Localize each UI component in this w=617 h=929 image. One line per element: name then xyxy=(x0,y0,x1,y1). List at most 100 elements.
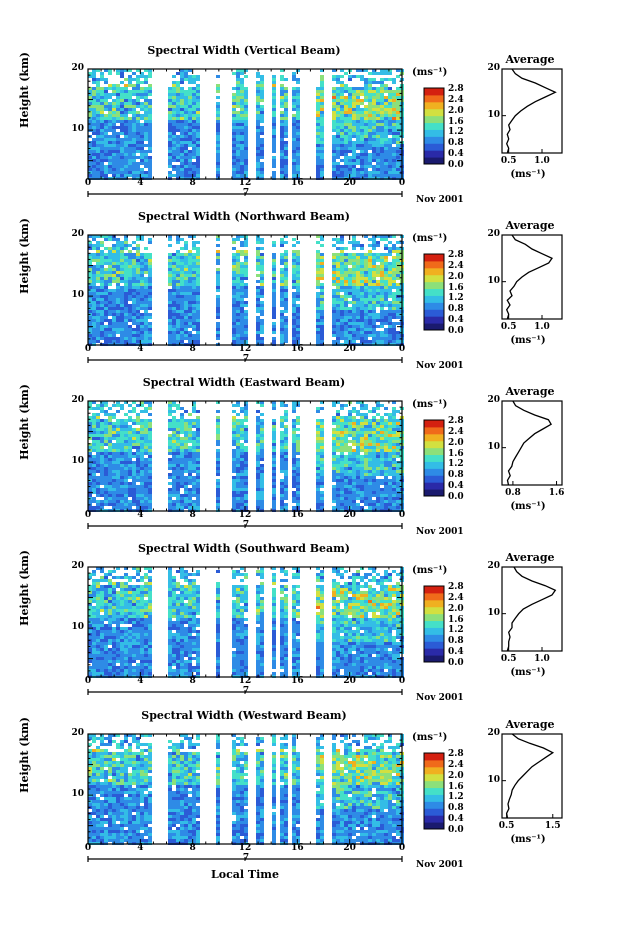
average-profile-line xyxy=(506,400,552,486)
colorbar-tick-label: 2.0 xyxy=(448,105,464,116)
colorbar-tick-label: 0.0 xyxy=(448,658,464,668)
y-axis-label: Height (km) xyxy=(18,218,31,294)
average-frame xyxy=(501,566,563,652)
average-profile-line xyxy=(506,566,557,652)
y-axis-label: Height (km) xyxy=(18,717,31,793)
x-tick-label: 8 xyxy=(189,843,196,853)
panel-title: Spectral Width (Vertical Beam) xyxy=(147,44,341,57)
panel-4: Spectral Width (Southward Beam) 20 10 Heigh… xyxy=(0,542,617,708)
x-tick-label: 16 xyxy=(291,676,304,686)
colorbar-tick-label: 2.4 xyxy=(448,759,464,770)
x-tick-label: 4 xyxy=(137,178,144,188)
colorbar-tick-label: 0.8 xyxy=(448,304,464,315)
x-tick-label: 20 xyxy=(343,178,356,188)
average-title: Average xyxy=(505,53,555,66)
x-tick-label: 16 xyxy=(291,843,304,853)
colorbar-tick-label: 1.6 xyxy=(448,282,464,293)
x-tick-label: 4 xyxy=(137,843,144,853)
colorbar-tick-label: 0.8 xyxy=(448,803,464,814)
average-frame xyxy=(501,234,563,320)
month-label: Nov 2001 xyxy=(416,361,464,371)
colorbar xyxy=(423,585,445,663)
average-x-tick-label: 1.0 xyxy=(534,322,550,332)
average-profile-line xyxy=(505,733,555,819)
colorbar-tick-label: 0.4 xyxy=(448,647,464,658)
colorbar-tick-label: 0.4 xyxy=(448,481,464,492)
average-x-tick-label: 0.5 xyxy=(498,821,515,831)
x-tick-label: 16 xyxy=(291,344,304,354)
y-tick-label: 10 xyxy=(71,456,84,467)
average-title: Average xyxy=(505,219,555,232)
average-x-tick-label: 0.5 xyxy=(500,156,517,166)
colorbar-tick-label: 2.8 xyxy=(448,749,464,759)
colorbar-tick-label: 0.0 xyxy=(448,160,464,170)
month-label: Nov 2001 xyxy=(416,195,464,205)
colorbar-tick-label: 2.4 xyxy=(448,426,464,437)
average-x-tick-label: 0.5 xyxy=(500,322,517,332)
average-y-tick-label: 10 xyxy=(487,109,500,120)
average-frame xyxy=(501,400,563,486)
average-profile-line xyxy=(505,234,553,320)
x-tick-label: 0 xyxy=(398,510,406,520)
colorbar-tick-label: 2.0 xyxy=(448,770,464,781)
average-x-tick-label: 1.5 xyxy=(544,821,561,831)
spectral-width-heatmap xyxy=(88,69,404,180)
average-x-tick-label: 0.8 xyxy=(505,488,521,498)
colorbar-tick-label: 0.8 xyxy=(448,138,464,149)
average-title: Average xyxy=(505,385,555,398)
month-label: Nov 2001 xyxy=(416,860,464,870)
y-axis-label: Height (km) xyxy=(18,52,31,128)
colorbar-tick-label: 0.8 xyxy=(448,636,464,647)
x-tick-label: 20 xyxy=(343,510,356,520)
colorbar-tick-label: 1.2 xyxy=(448,625,464,636)
y-tick-label: 10 xyxy=(71,622,84,633)
average-x-tick-label: 1.6 xyxy=(548,488,565,498)
panel-title: Spectral Width (Eastward Beam) xyxy=(142,376,346,389)
x-tick-label: 20 xyxy=(343,843,356,853)
average-y-tick-label: 20 xyxy=(487,229,500,239)
colorbar xyxy=(423,87,445,165)
x-tick-label: 0 xyxy=(398,676,406,686)
x-tick-label: 16 xyxy=(291,510,304,520)
colorbar-tick-label: 2.0 xyxy=(448,603,464,614)
colorbar xyxy=(423,419,445,497)
x-tick-label: 4 xyxy=(137,676,144,686)
x-tick-label: 0 xyxy=(84,510,92,520)
spectral-width-heatmap xyxy=(88,401,404,512)
average-unit: (ms⁻¹) xyxy=(510,335,546,346)
colorbar-tick-label: 2.8 xyxy=(448,582,464,592)
x-tick-label: 0 xyxy=(84,178,92,188)
panel-graphics xyxy=(87,566,563,695)
colorbar-tick-label: 1.2 xyxy=(448,127,464,138)
average-unit: (ms⁻¹) xyxy=(510,834,546,845)
colorbar-tick-label: 0.0 xyxy=(448,326,464,336)
average-y-tick-label: 20 xyxy=(487,63,500,73)
colorbar-tick-label: 2.4 xyxy=(448,260,464,271)
spectral-width-heatmap xyxy=(88,734,404,845)
panel-2: Spectral Width (Northward Beam) 20 10 Heigh… xyxy=(0,210,617,376)
average-title: Average xyxy=(505,551,555,564)
average-frame xyxy=(501,733,563,819)
x-tick-label: 0 xyxy=(84,344,92,354)
average-profile-line xyxy=(505,68,557,154)
colorbar-tick-label: 0.4 xyxy=(448,315,464,326)
day-label: 7 xyxy=(242,188,250,198)
colorbar-tick-label: 2.8 xyxy=(448,416,464,426)
colorbar-tick-label: 1.2 xyxy=(448,792,464,803)
colorbar-tick-label: 1.2 xyxy=(448,459,464,470)
average-frame xyxy=(501,68,563,154)
colorbar-tick-label: 2.4 xyxy=(448,94,464,105)
colorbar-tick-label: 0.4 xyxy=(448,149,464,160)
x-tick-label: 0 xyxy=(398,843,406,853)
panel-graphics xyxy=(87,234,563,363)
average-x-tick-label: 1.0 xyxy=(534,654,550,664)
x-tick-label: 4 xyxy=(137,344,144,354)
colorbar-unit: (ms⁻¹) xyxy=(412,399,448,410)
y-tick-label: 20 xyxy=(71,229,84,239)
average-unit: (ms⁻¹) xyxy=(510,667,546,678)
average-y-tick-label: 20 xyxy=(487,561,500,571)
x-tick-label: 0 xyxy=(84,843,92,853)
average-y-tick-label: 10 xyxy=(487,275,500,286)
colorbar-tick-label: 0.0 xyxy=(448,492,464,502)
